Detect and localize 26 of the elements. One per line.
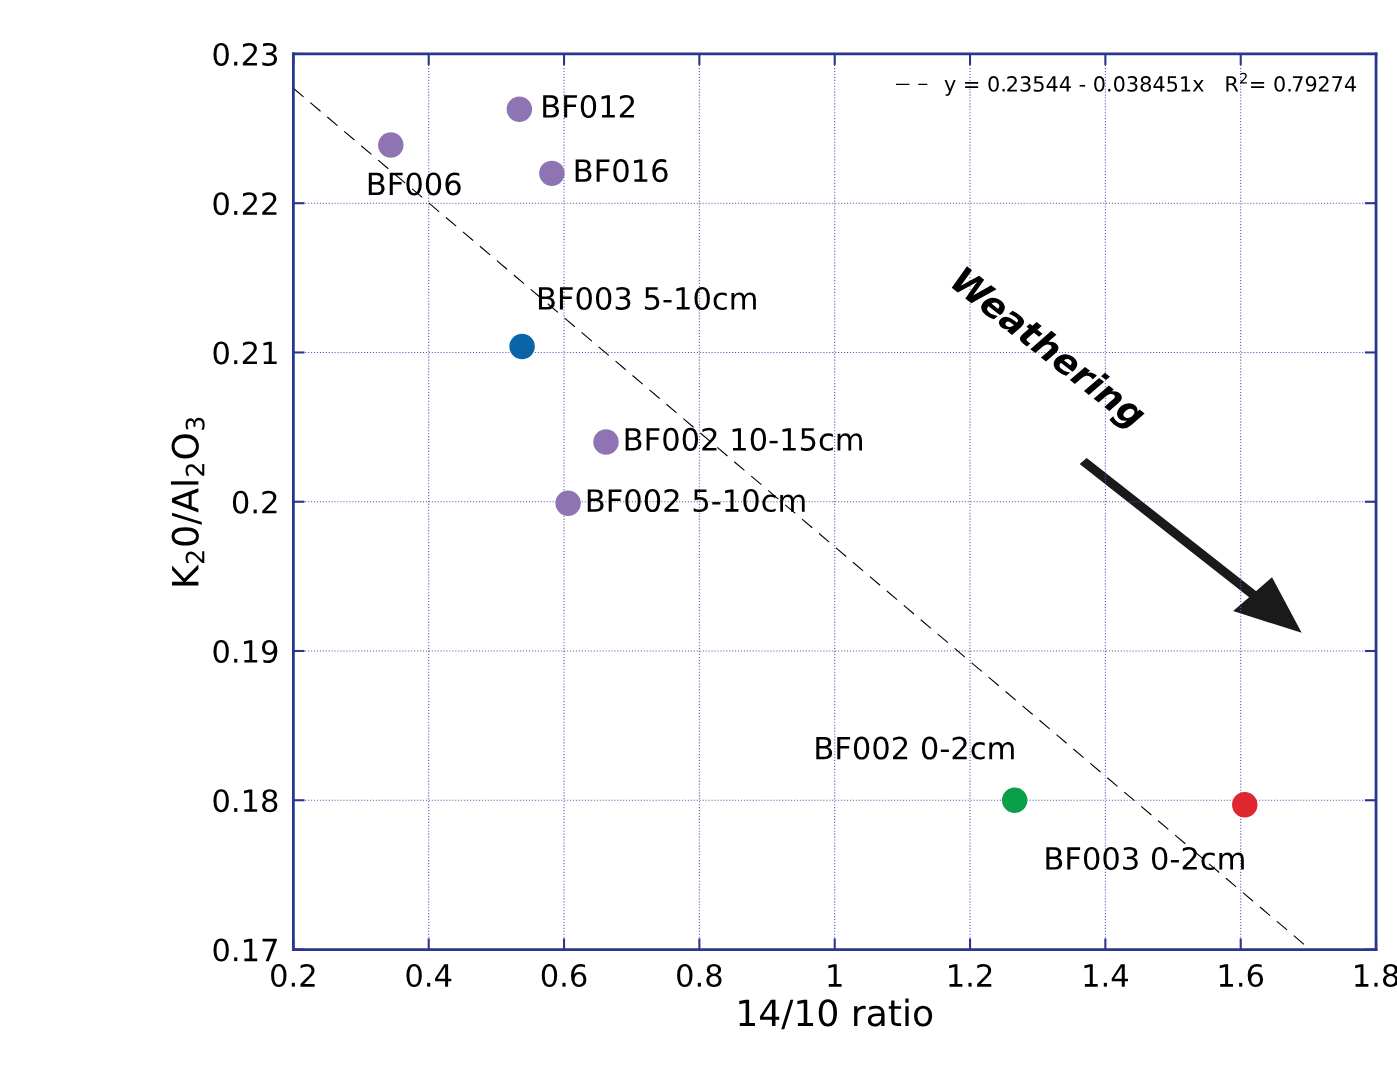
annotation: BF016	[575, 159, 668, 183]
y-tick-label: 0.21	[213, 341, 277, 365]
y-tick-label: 0.22	[213, 192, 277, 216]
x-tick-label: 1.4	[1084, 964, 1128, 987]
x-tick-label: 1.2	[949, 963, 992, 987]
x-tick-label: 0.8	[677, 963, 722, 988]
y-tick-label: 0.23	[213, 42, 278, 66]
annotation: BF002 10-15cm	[625, 427, 862, 451]
annotation: BF002 0-2cm	[816, 736, 1014, 760]
x-tick-label: 0.4	[406, 963, 452, 988]
y-tick-label: 0.19	[213, 639, 278, 664]
annotation: BF003 5-10cm	[538, 286, 756, 311]
y-tick-label: 0.2	[232, 490, 277, 514]
x-tick-label: 0.2	[271, 963, 315, 988]
legend-label: y = 0.23544 - 0.038451x R$^{2}$= 0.79274	[944, 72, 1356, 96]
annotation: BF006	[368, 172, 461, 196]
y-tick-label: 0.17	[213, 938, 277, 962]
y-axis-title: K$_{2}$0/Al$_{2}$O$_{3}$	[170, 417, 205, 586]
x-tick-label: 1	[828, 964, 842, 987]
annotation: BF003 0-2cm	[1046, 846, 1244, 871]
y-tick-label: 0.18	[213, 789, 278, 813]
annotation: BF002 5-10cm	[587, 488, 805, 513]
x-tick-label: 0.6	[541, 963, 587, 988]
x-axis-title: 14/10 ratio	[739, 998, 933, 1030]
annotation: BF012	[543, 94, 635, 119]
x-tick-label: 1.6	[1219, 963, 1264, 988]
